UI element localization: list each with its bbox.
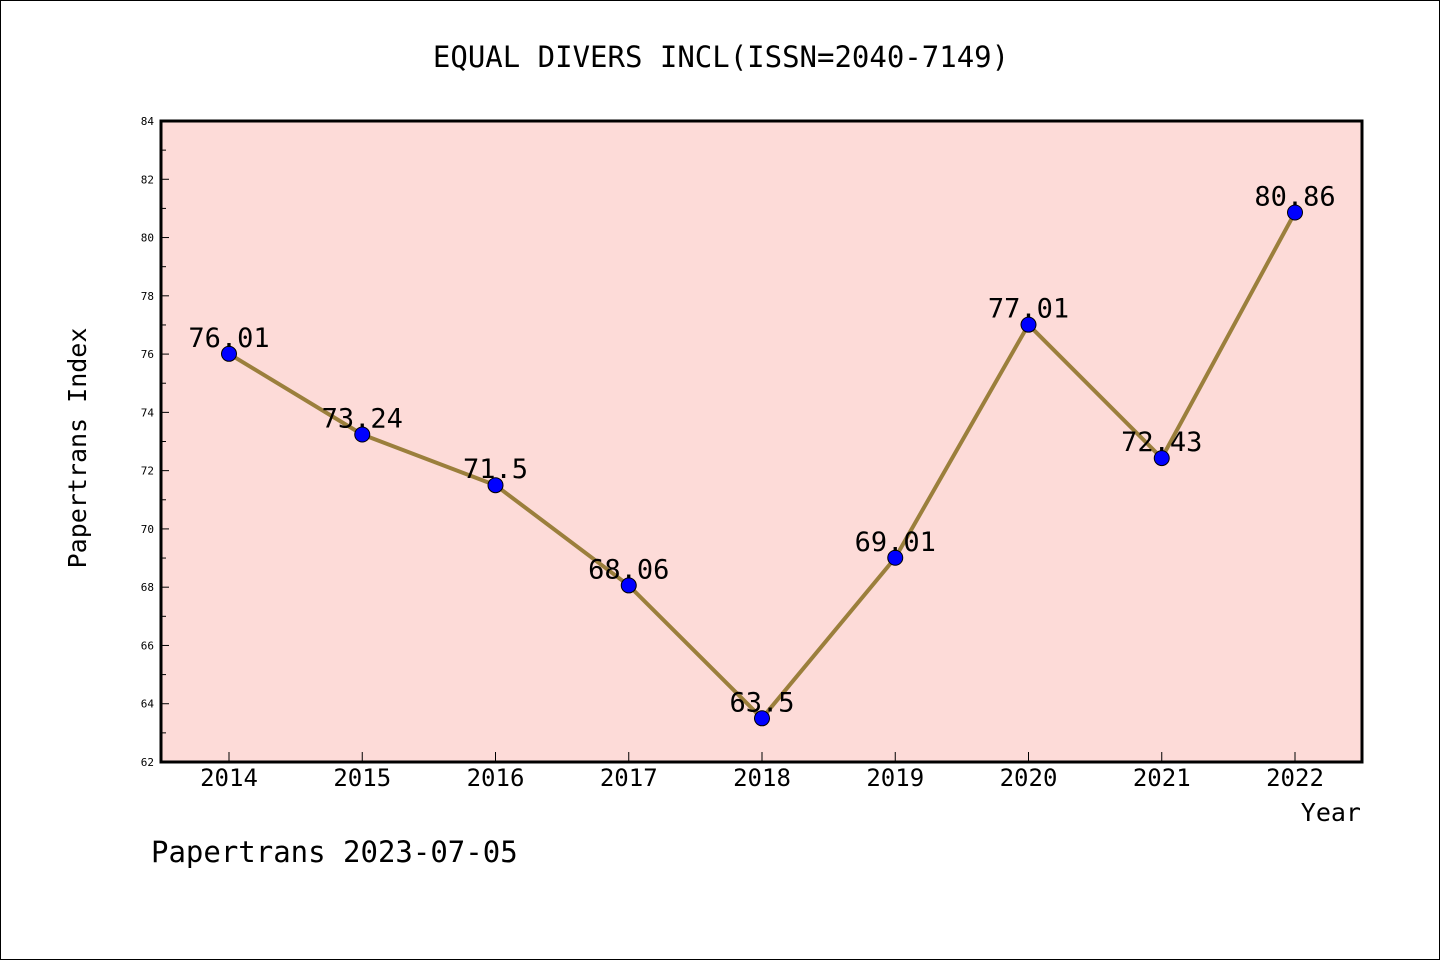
data-label: 63.5 [729,687,794,718]
data-point [487,477,504,494]
x-tick-label: 2018 [733,764,791,792]
x-axis: 2014 2015 2016 2017 2018 2019 2020 2021 2022 [200,752,1324,792]
x-tick-label: 2020 [1000,764,1058,792]
y-tick-label: 76 [141,348,154,361]
y-tick-label: 84 [141,115,155,128]
data-point [1153,450,1170,467]
data-point [354,426,371,443]
y-tick-label: 82 [141,173,154,186]
x-tick-label: 2015 [333,764,391,792]
x-tick-label: 2017 [600,764,658,792]
y-tick-label: 80 [141,232,154,245]
data-label: 69.01 [855,527,936,558]
data-point [1020,316,1037,333]
y-tick-label: 64 [141,698,155,711]
data-label: 71.5 [463,454,528,485]
data-label: 76.01 [188,323,269,354]
x-tick-label: 2014 [200,764,258,792]
y-tick-label: 66 [141,639,154,652]
chart-title: EQUAL DIVERS INCL(ISSN=2040-7149) [433,40,1009,74]
data-point [620,577,637,594]
data-point [754,710,770,727]
y-axis-title: Papertrans Index [63,328,92,569]
data-point [887,549,904,566]
x-tick-label: 2021 [1133,764,1191,792]
y-tick-label: 72 [141,465,154,478]
data-label: 73.24 [322,404,403,435]
footer-credit: Papertrans 2023-07-05 [151,835,518,869]
data-label: 68.06 [588,554,669,585]
x-tick-label: 2019 [866,764,924,792]
data-point [221,345,237,362]
data-label: 72.43 [1121,427,1202,458]
y-axis: 62 64 66 68 70 72 74 76 78 80 82 84 [141,115,169,769]
y-tick-label: 70 [141,523,154,536]
x-tick-label: 2022 [1266,764,1324,792]
x-tick-label: 2016 [467,764,525,792]
series-layer: 76.01 73.24 71.5 68.06 63.5 69.01 77.01 72.43 80… [188,181,1336,727]
y-tick-label: 78 [141,290,154,303]
y-tick-label: 62 [141,756,154,769]
x-axis-title: Year [1301,798,1361,827]
data-label: 80.86 [1254,181,1335,212]
y-tick-label: 74 [141,406,155,419]
data-label: 77.01 [988,294,1069,325]
y-tick-label: 68 [141,581,154,594]
data-point [1287,204,1303,221]
